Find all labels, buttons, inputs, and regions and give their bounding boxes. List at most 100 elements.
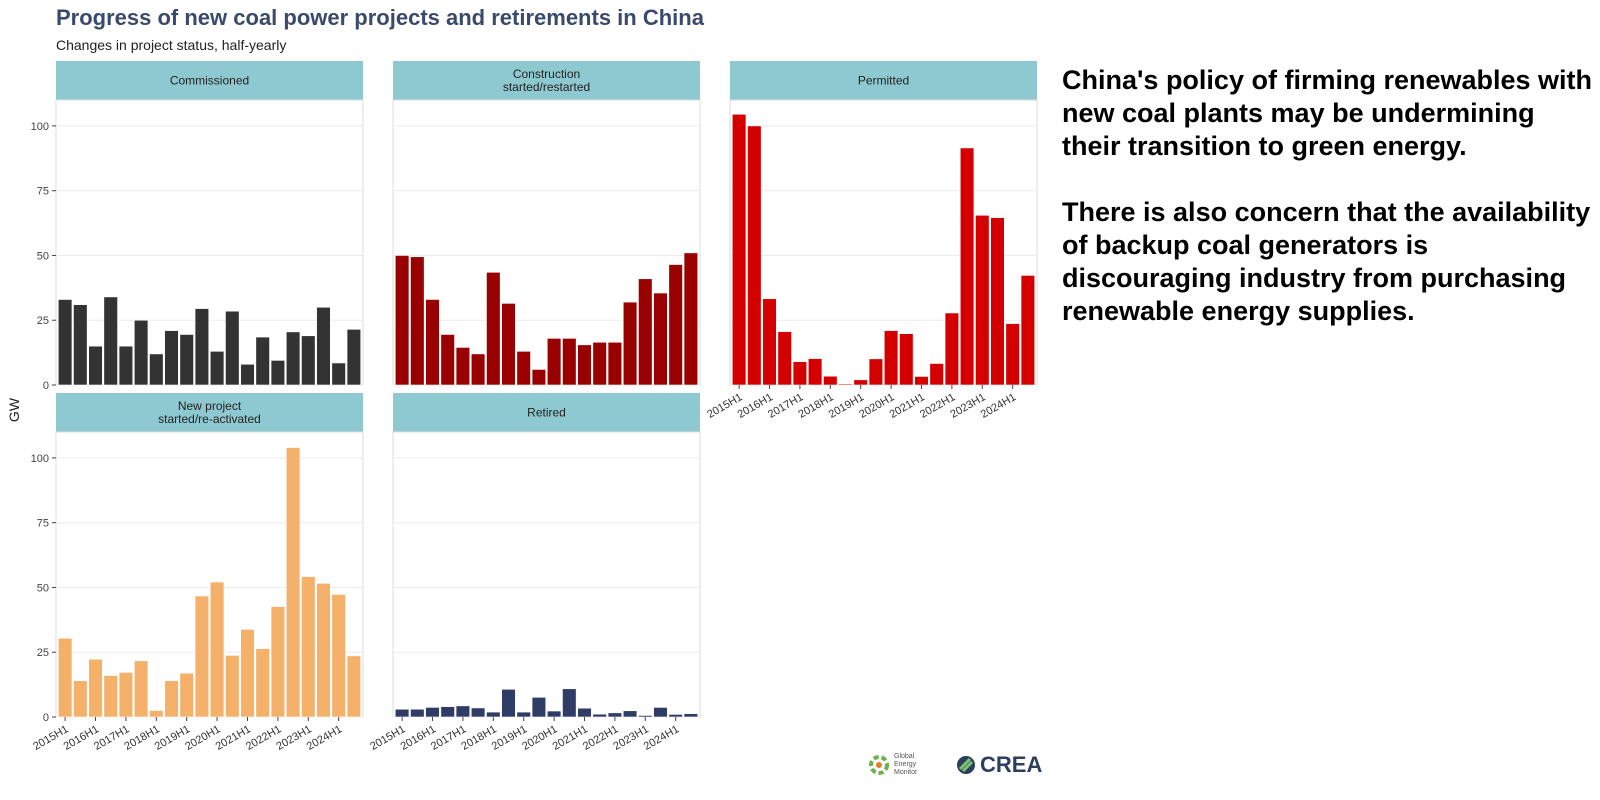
bar <box>546 710 562 718</box>
bar <box>346 328 362 386</box>
bar <box>486 271 501 386</box>
bar <box>133 660 149 718</box>
bar <box>103 296 118 386</box>
bar <box>209 351 225 386</box>
bar <box>546 338 562 386</box>
bar <box>622 301 638 386</box>
y-tick-label: 100 <box>31 453 49 465</box>
bar <box>425 299 440 386</box>
bar <box>731 113 747 386</box>
bar <box>929 363 944 386</box>
bar <box>164 680 179 718</box>
bar <box>149 353 164 386</box>
bar <box>914 376 929 386</box>
bar <box>455 705 471 718</box>
bar <box>285 447 301 718</box>
facet-title: Commissioned <box>170 74 249 88</box>
bar <box>577 344 592 386</box>
bar <box>440 334 455 386</box>
bar <box>316 583 331 718</box>
bar <box>410 708 425 718</box>
bar <box>501 688 516 718</box>
bar <box>823 375 838 386</box>
bar <box>668 264 683 386</box>
gem-logo: Global Energy Monitor <box>868 753 934 777</box>
bar <box>240 363 255 386</box>
bar <box>88 658 103 718</box>
facet-strip <box>393 61 700 100</box>
facet-strip <box>56 393 363 432</box>
facet-strip <box>56 61 363 100</box>
bar <box>255 648 270 718</box>
bar <box>638 278 653 386</box>
bar <box>577 707 592 718</box>
bar <box>807 358 823 386</box>
bar <box>164 330 179 386</box>
bar <box>622 710 638 718</box>
bar <box>57 637 73 718</box>
bar <box>562 338 577 386</box>
y-tick-label: 0 <box>43 380 49 392</box>
commentary-text: China's policy of firming renewables wit… <box>1062 64 1592 361</box>
x-tick-label: 2024H1 <box>642 723 681 753</box>
y-axis-label: GW <box>6 397 22 422</box>
bar <box>516 711 531 718</box>
bar <box>470 353 486 386</box>
bar <box>88 345 103 386</box>
bar <box>883 330 899 386</box>
bar <box>440 706 455 718</box>
bar <box>73 304 88 386</box>
bar <box>225 310 240 386</box>
bar <box>425 707 440 718</box>
commentary-paragraph: China's policy of firming renewables wit… <box>1062 65 1593 161</box>
x-tick-label: 2024H1 <box>305 723 344 753</box>
bar <box>792 361 808 386</box>
bar <box>668 714 683 718</box>
facet-title: Construction <box>513 67 580 81</box>
bar <box>331 362 346 386</box>
bar <box>394 708 410 718</box>
bar <box>531 369 547 386</box>
panel-background <box>392 431 701 718</box>
bar <box>346 655 362 718</box>
bar <box>240 629 255 718</box>
bar <box>255 336 270 386</box>
bar <box>194 308 210 386</box>
bar <box>777 331 792 386</box>
bar <box>1020 275 1036 386</box>
facet-strip <box>730 61 1037 100</box>
facet-strip <box>393 393 700 432</box>
bar <box>194 595 210 718</box>
x-tick-label: 2024H1 <box>979 391 1018 421</box>
bar <box>853 379 868 386</box>
bar <box>944 312 960 386</box>
bar <box>179 334 194 386</box>
bar <box>592 713 607 718</box>
bar <box>653 292 668 386</box>
bar <box>316 306 331 386</box>
chart-title: Progress of new coal power projects and … <box>56 5 704 30</box>
bar <box>179 672 194 718</box>
bar <box>118 672 134 718</box>
commentary-paragraph: There is also concern that the availabil… <box>1062 197 1591 326</box>
bar <box>225 655 240 718</box>
bar <box>57 299 73 386</box>
bar <box>638 715 653 718</box>
bar <box>331 594 346 718</box>
bar <box>103 675 118 718</box>
bar <box>990 217 1005 386</box>
facet-title: Permitted <box>858 74 909 88</box>
bar <box>531 697 547 718</box>
bar <box>762 298 777 386</box>
y-tick-label: 25 <box>37 647 49 659</box>
bar <box>270 360 286 386</box>
globe-icon <box>869 755 889 775</box>
facet-title: New project <box>178 399 242 413</box>
bar <box>301 335 316 386</box>
bar <box>470 707 486 718</box>
bar <box>455 347 471 386</box>
bar <box>653 707 668 718</box>
facet-title: started/re-activated <box>158 412 261 426</box>
facet-panel: Retired2015H12016H12017H12018H12019H1202… <box>368 393 701 753</box>
bar <box>899 333 914 386</box>
